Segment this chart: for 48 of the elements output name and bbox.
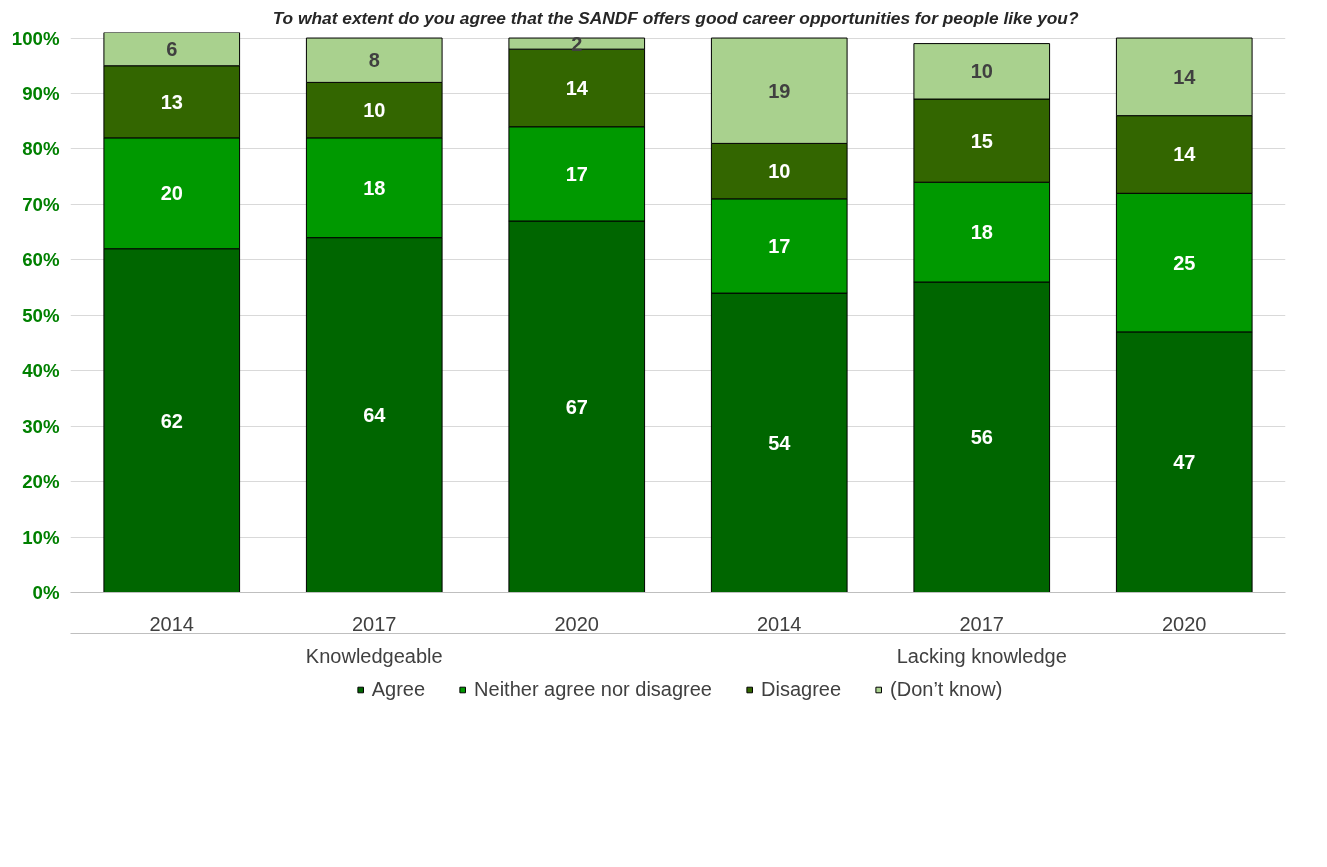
data-label: 18 xyxy=(363,176,386,199)
legend-label: (Don’t know) xyxy=(890,677,1003,701)
data-label: 6 xyxy=(166,38,178,61)
y-tick-label: 50% xyxy=(22,304,60,326)
data-label: 14 xyxy=(565,76,589,99)
y-tick-label: 40% xyxy=(22,360,60,382)
text: Knowledgeable xyxy=(305,644,443,667)
data-label: 18 xyxy=(970,221,993,244)
data-label: 10 xyxy=(768,160,791,183)
y-tick-label: 100% xyxy=(11,27,60,49)
y-tick-label: 10% xyxy=(22,526,60,548)
text: Lacking knowledge xyxy=(896,644,1067,667)
data-label: 17 xyxy=(565,162,588,185)
data-label: 10 xyxy=(363,99,386,122)
y-tick-label: 80% xyxy=(22,138,60,160)
data-label: 13 xyxy=(160,90,183,113)
data-label: 10 xyxy=(970,60,993,83)
y-tick-label: 20% xyxy=(22,471,60,493)
legend-label: Disagree xyxy=(760,677,842,701)
data-label: 2 xyxy=(571,32,583,55)
y-tick-label: 0% xyxy=(32,582,60,603)
data-label: 19 xyxy=(768,79,791,102)
chart-title: To what extent do you agree that the SANDF offers good career opportunities for people like you? xyxy=(272,7,1079,28)
legend-label: Neither agree nor disagree xyxy=(474,677,712,701)
data-label: 15 xyxy=(970,129,993,152)
data-label: 14 xyxy=(1173,143,1197,166)
x-tick-label: 2017 xyxy=(959,612,1004,635)
data-label: 17 xyxy=(768,234,791,257)
x-tick-label: 2014 xyxy=(757,612,802,635)
data-label: 25 xyxy=(1173,251,1196,274)
data-label: 56 xyxy=(970,426,993,449)
legend-label: Agree xyxy=(371,677,426,701)
x-tick-label: 2014 xyxy=(149,612,194,635)
x-tick-label: 2020 xyxy=(554,612,599,635)
x-tick-label: 2020 xyxy=(1162,612,1207,635)
data-label: 47 xyxy=(1173,451,1196,474)
data-label: 62 xyxy=(160,409,183,432)
data-label: 64 xyxy=(363,404,387,427)
y-tick-label: 60% xyxy=(22,249,60,271)
y-tick-label: 70% xyxy=(22,193,60,215)
data-label: 14 xyxy=(1173,65,1197,88)
data-label: 67 xyxy=(565,395,588,418)
x-tick-label: 2017 xyxy=(352,612,397,635)
y-tick-label: 90% xyxy=(22,82,60,104)
data-label: 8 xyxy=(368,49,380,72)
y-tick-label: 30% xyxy=(22,415,60,437)
data-label: 54 xyxy=(768,431,792,454)
data-label: 20 xyxy=(160,182,183,205)
